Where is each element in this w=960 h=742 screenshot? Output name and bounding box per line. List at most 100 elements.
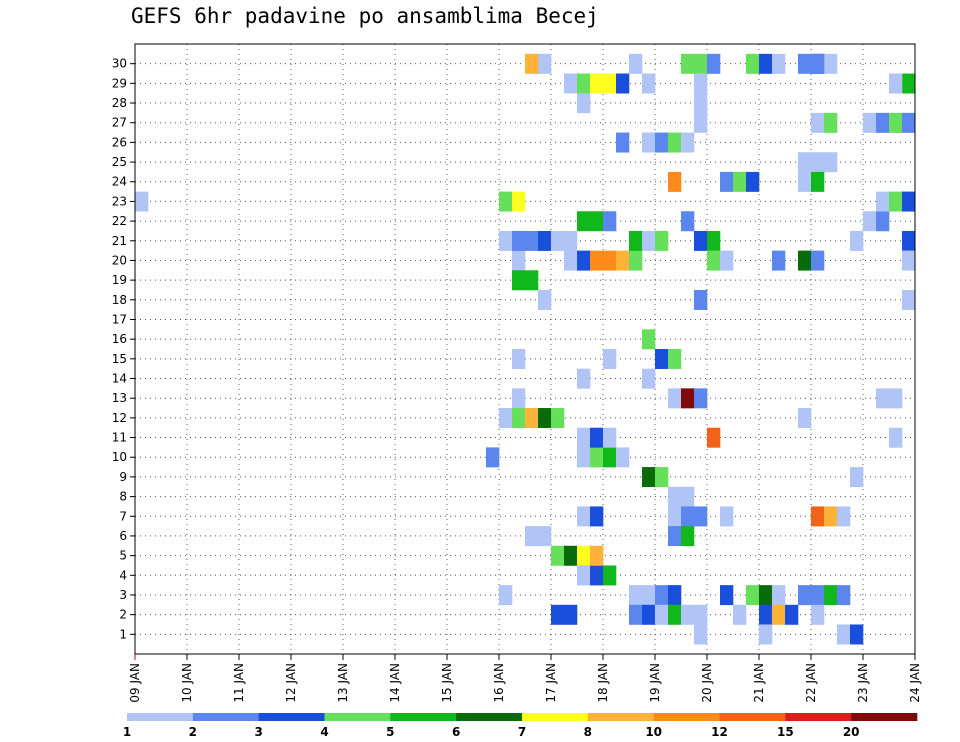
y-tick-label: 9 [119, 470, 127, 484]
legend-swatch [258, 713, 325, 721]
legend-label: 15 [777, 725, 794, 739]
heatmap-cell [785, 604, 799, 625]
heatmap-cell [616, 250, 630, 271]
heatmap-cell [668, 388, 682, 409]
heatmap-cell [668, 506, 682, 527]
heatmap-cell [772, 53, 786, 74]
heatmap-cell [707, 250, 721, 271]
heatmap-cell [681, 211, 695, 232]
heatmap-cell [629, 604, 643, 625]
x-tick-label: 14 JAN [388, 663, 402, 703]
heatmap-cell [499, 585, 513, 606]
y-tick-label: 13 [112, 391, 127, 405]
x-tick-label: 24 JAN [908, 663, 922, 703]
heatmap-cell [525, 270, 539, 291]
heatmap-cell [889, 73, 903, 94]
heatmap-cell [811, 53, 825, 74]
legend-label: 10 [645, 725, 662, 739]
heatmap-cell [512, 250, 526, 271]
heatmap-cell [811, 585, 825, 606]
heatmap-cell [590, 73, 604, 94]
x-tick-label: 17 JAN [544, 663, 558, 703]
x-tick-label: 11 JAN [232, 663, 246, 703]
heatmap-cell [499, 408, 513, 429]
heatmap-cell [564, 604, 578, 625]
heatmap-cell [577, 73, 591, 94]
x-tick-label: 16 JAN [492, 663, 506, 703]
y-tick-label: 25 [112, 155, 127, 169]
heatmap-cell [512, 408, 526, 429]
heatmap-cell [811, 112, 825, 133]
heatmap-cell [668, 585, 682, 606]
y-tick-label: 10 [112, 450, 127, 464]
heatmap-cell [629, 53, 643, 74]
heatmap-cell [551, 408, 565, 429]
legend-label: 4 [320, 725, 328, 739]
heatmap-cell [902, 112, 916, 133]
heatmap-cell [551, 604, 565, 625]
heatmap-cell [863, 112, 877, 133]
heatmap-cell [889, 388, 903, 409]
x-tick-label: 22 JAN [804, 663, 818, 703]
heatmap-cell [603, 427, 617, 448]
heatmap-cell [694, 112, 708, 133]
y-tick-label: 23 [112, 194, 127, 208]
heatmap-cell [590, 545, 604, 566]
heatmap-cell [902, 230, 916, 251]
heatmap-cell [668, 526, 682, 547]
x-tick-label: 09 JAN [128, 663, 142, 703]
heatmap-cell [642, 368, 656, 389]
y-tick-label: 12 [112, 411, 127, 425]
heatmap-cell [798, 408, 812, 429]
heatmap-cell [811, 250, 825, 271]
heatmap-cell [694, 388, 708, 409]
heatmap-cell [642, 73, 656, 94]
heatmap-cell [772, 604, 786, 625]
y-tick-label: 15 [112, 352, 127, 366]
heatmap-cell [798, 250, 812, 271]
y-tick-label: 24 [112, 175, 127, 189]
legend-swatch [127, 713, 194, 721]
heatmap-cell [616, 73, 630, 94]
heatmap-cell [538, 289, 552, 310]
heatmap-cell [603, 250, 617, 271]
heatmap-cell [642, 230, 656, 251]
heatmap-cell [512, 349, 526, 369]
heatmap-cell [850, 230, 864, 251]
heatmap-cell [564, 545, 578, 566]
heatmap-cell [577, 427, 591, 448]
legend-label: 12 [711, 725, 728, 739]
heatmap-cell [850, 467, 864, 488]
heatmap-cell [590, 211, 604, 232]
heatmap-cell [902, 191, 916, 212]
heatmap-cell [798, 171, 812, 192]
y-tick-label: 19 [112, 273, 127, 287]
heatmap-cell [642, 585, 656, 606]
heatmap-cell [577, 545, 591, 566]
heatmap-cell [733, 604, 747, 625]
heatmap-cell [512, 230, 526, 251]
heatmap-cell [746, 585, 760, 606]
legend-swatch [719, 713, 786, 721]
heatmap-cell [720, 250, 734, 271]
legend-label: 8 [584, 725, 592, 739]
heatmap-cell [668, 486, 682, 507]
heatmap-cell [759, 585, 773, 606]
heatmap-cell [603, 211, 617, 232]
heatmap-cell [876, 211, 890, 232]
heatmap-cell [811, 604, 825, 625]
heatmap-cell [538, 408, 552, 429]
heatmap-cell [759, 53, 773, 74]
legend-swatch [390, 713, 457, 721]
heatmap-cell [499, 191, 513, 212]
legend-swatch [851, 713, 918, 721]
heatmap-cell [824, 152, 838, 173]
heatmap-cell [551, 230, 565, 251]
heatmap-cells [135, 53, 916, 645]
heatmap-cell [603, 73, 617, 94]
heatmap-cell [642, 467, 656, 488]
y-tick-label: 5 [119, 549, 127, 563]
heatmap-cell [772, 250, 786, 271]
y-tick-label: 6 [119, 529, 127, 543]
heatmap-cell [135, 191, 149, 212]
